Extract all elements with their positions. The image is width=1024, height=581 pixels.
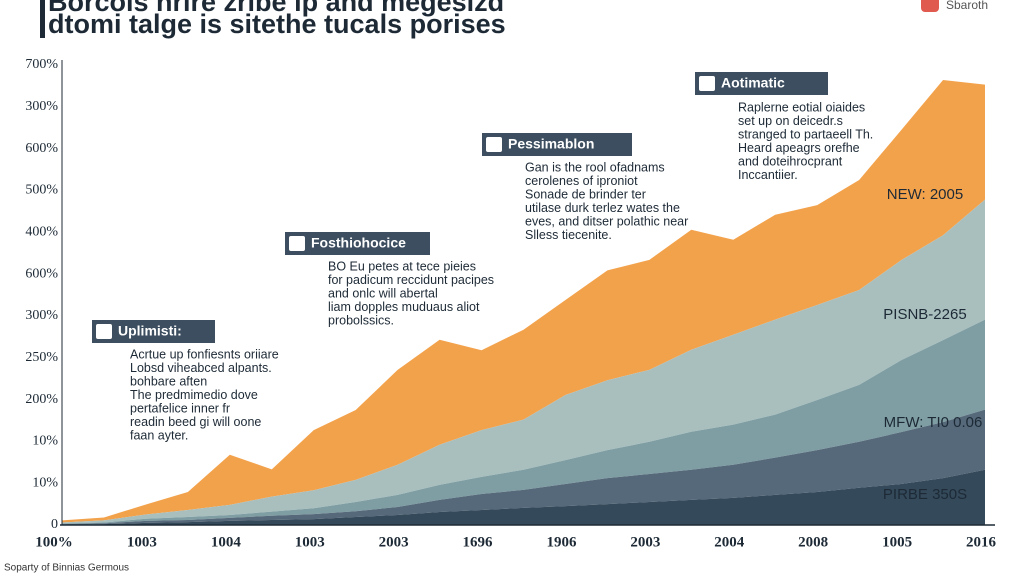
annotation-title: Fosthiohocice [311,235,406,251]
y-tick-label: 500% [25,183,58,198]
footer: Soparty of Binnias Germous [4,563,129,574]
plot [62,80,985,525]
title-bar [40,0,45,38]
x-tick-label: 2008 [798,534,828,550]
annotation-header [285,232,430,255]
area [62,319,985,525]
y-tick-label: 10% [32,475,58,490]
annotation-icon [699,76,715,91]
area [62,409,985,525]
area [62,199,985,524]
annotation-text: eves, and ditser polathic near [525,214,688,228]
x-tick-label: 1003 [295,534,325,550]
title-line: dtomi talge is sitethe tucals porises [48,9,506,39]
annotation-text: Inccantiier. [738,168,798,182]
brand: Sbaroth [946,0,988,12]
annotation-text: Sonade de brinder ter [525,187,646,201]
y-tick-label: 250% [25,350,58,365]
annotation-text: liam dopples muduaus aliot [328,300,480,314]
annotation-header [482,133,632,156]
y-tick-label: 10% [32,434,58,449]
series-label: PISNB-2265 [883,306,966,323]
y-tick-label: 600% [25,141,58,156]
y-tick-label: 400% [25,224,58,239]
annotation-header [92,320,215,343]
series-label: PIRBE 350S [883,486,967,503]
y-tick-label: 200% [25,392,58,407]
annotation-icon [289,236,305,251]
annotation-text: The predmimedio dove [130,388,258,402]
annotation-title: Aotimatic [721,75,785,91]
annotation-text: utilase durk terlez wates the [525,201,680,215]
annotation-header [695,72,828,95]
annotation-text: and doteihrocprant [738,154,843,168]
brand-icon [921,0,939,12]
x-tick-label: 1004 [211,534,242,550]
x-tick-label: 100% [35,534,73,550]
series-label: MFW: TI0 0.06 [884,414,983,431]
annotation-text: faan ayter. [130,428,188,442]
y-tick-label: 0 [51,517,58,532]
x-tick-label: 2003 [379,534,409,550]
annotation-text: readin beed gi will oone [130,415,261,429]
y-tick-label: 300% [25,99,58,114]
annotation-text: Heard apeagrs orefhe [738,141,860,155]
y-tick-label: 700% [25,57,58,72]
annotation-text: pertafelice inner fr [130,401,230,415]
annotation-text: bohbare aften [130,374,207,388]
annotation-text: and onlc will abertal [328,286,438,300]
annotation-text: probolssics. [328,313,394,327]
annotation-text: BO Eu petes at tece pieies [328,259,476,273]
x-tick-label: 2004 [714,534,745,550]
annotation-text: cerolenes of iproniot [525,174,638,188]
annotation-icon [96,324,112,339]
annotation-text: for padicum reccidunt pacipes [328,273,494,287]
annotation-text: Lobsd viheabced alpants. [130,361,272,375]
annotation-text: set up on deicedr.s [738,114,843,128]
annotation-title: Pessimablon [508,136,594,152]
x-tick-label: 2003 [630,534,660,550]
x-tick-label: 1696 [463,534,494,550]
x-tick-label: 1003 [127,534,157,550]
x-tick-label: 1005 [882,534,912,550]
x-tick-label: 2016 [966,534,997,550]
annotation-title: Uplimisti: [118,323,182,339]
annotation-text: Acrtue up fonfiesnts oriiare [130,347,279,361]
area [62,80,985,523]
annotation-text: Raplerne eotial oiaides [738,100,865,114]
y-tick-label: 600% [25,266,58,281]
y-tick-label: 300% [25,308,58,323]
title-line: Borcois hrire zribe ip and megesizd [48,0,504,17]
x-tick-label: 1906 [546,534,577,550]
annotation-text: Slless tiecenite. [525,228,612,242]
series-label: NEW: 2005 [887,186,963,203]
annotation-text: stranged to partaeell Th. [738,127,873,141]
annotation-icon [486,137,502,152]
annotation-text: Gan is the rool ofadnams [525,160,665,174]
area [62,469,985,525]
